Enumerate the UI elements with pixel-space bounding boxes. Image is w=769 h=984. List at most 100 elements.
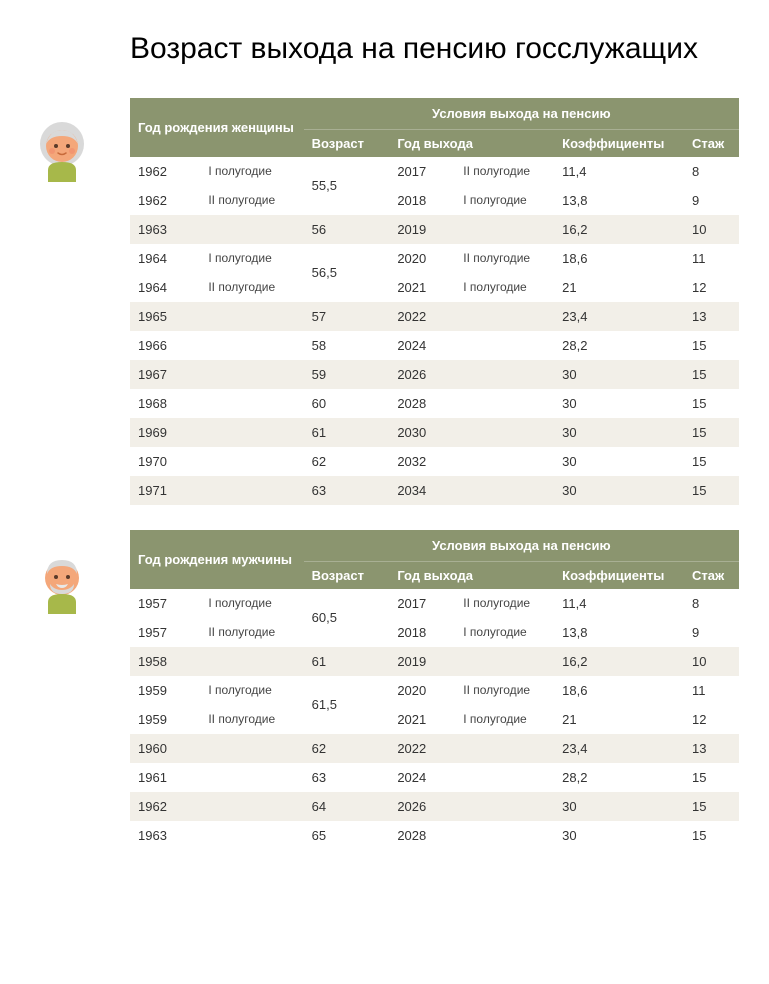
exit-year: 2018	[389, 186, 455, 215]
age-header: Возраст	[304, 129, 390, 157]
table-row: 19706220323015	[130, 447, 739, 476]
birth-half: I полугодие	[200, 244, 303, 273]
coefficient: 11,4	[554, 157, 684, 186]
birth-half: II полугодие	[200, 273, 303, 302]
women-table: Год рождения женщины Условия выхода на п…	[130, 98, 739, 505]
exit-year: 2028	[389, 389, 455, 418]
experience: 10	[684, 215, 739, 244]
experience: 12	[684, 705, 739, 734]
table-row: 196062202223,413	[130, 734, 739, 763]
retirement-age: 56,5	[304, 244, 390, 302]
table-row: 19675920263015	[130, 360, 739, 389]
experience: 15	[684, 792, 739, 821]
exit-half	[455, 792, 554, 821]
coefficient: 16,2	[554, 215, 684, 244]
coefficient: 23,4	[554, 734, 684, 763]
coefficient: 30	[554, 447, 684, 476]
birth-year: 1971	[130, 476, 200, 505]
birth-half	[200, 792, 303, 821]
exit-year: 2019	[389, 215, 455, 244]
birth-year: 1959	[130, 705, 200, 734]
retirement-age: 64	[304, 792, 390, 821]
experience: 9	[684, 186, 739, 215]
table-row: 19626420263015	[130, 792, 739, 821]
coefficient: 30	[554, 360, 684, 389]
coefficient: 23,4	[554, 302, 684, 331]
coefficient: 30	[554, 792, 684, 821]
exit-half: I полугодие	[455, 186, 554, 215]
birth-half	[200, 331, 303, 360]
exit-half	[455, 215, 554, 244]
experience: 10	[684, 647, 739, 676]
table-row: 1962II полугодие2018I полугодие13,89	[130, 186, 739, 215]
experience: 8	[684, 157, 739, 186]
birth-half	[200, 302, 303, 331]
coefficient: 30	[554, 389, 684, 418]
exit-year: 2018	[389, 618, 455, 647]
retirement-age: 62	[304, 734, 390, 763]
exit-year: 2024	[389, 331, 455, 360]
birth-half: II полугодие	[200, 186, 303, 215]
coefficient: 21	[554, 273, 684, 302]
exit-year: 2026	[389, 360, 455, 389]
coef-header: Коэффициенты	[554, 129, 684, 157]
exit-year: 2017	[389, 589, 455, 618]
birth-half: I полугодие	[200, 157, 303, 186]
retirement-age: 60,5	[304, 589, 390, 647]
exit-half: II полугодие	[455, 157, 554, 186]
coefficient: 18,6	[554, 676, 684, 705]
experience: 9	[684, 618, 739, 647]
birth-half	[200, 215, 303, 244]
birth-half	[200, 447, 303, 476]
birth-year: 1963	[130, 215, 200, 244]
coefficient: 21	[554, 705, 684, 734]
birth-half	[200, 734, 303, 763]
exit-half	[455, 821, 554, 850]
exit-year-header: Год выхода	[389, 561, 554, 589]
birth-year: 1966	[130, 331, 200, 360]
table-row: 1962I полугодие55,52017II полугодие11,48	[130, 157, 739, 186]
coefficient: 13,8	[554, 186, 684, 215]
birth-year: 1970	[130, 447, 200, 476]
birth-half	[200, 476, 303, 505]
table-row: 195861201916,210	[130, 647, 739, 676]
exit-year: 2034	[389, 476, 455, 505]
table-row: 196356201916,210	[130, 215, 739, 244]
exp-header: Стаж	[684, 561, 739, 589]
exit-half	[455, 418, 554, 447]
table-row: 196658202428,215	[130, 331, 739, 360]
retirement-age: 59	[304, 360, 390, 389]
retirement-age: 63	[304, 476, 390, 505]
birth-year: 1957	[130, 589, 200, 618]
experience: 13	[684, 734, 739, 763]
experience: 15	[684, 821, 739, 850]
exit-half	[455, 360, 554, 389]
exit-year: 2024	[389, 763, 455, 792]
retirement-age: 63	[304, 763, 390, 792]
birth-year: 1961	[130, 763, 200, 792]
retirement-age: 61	[304, 418, 390, 447]
birth-year: 1969	[130, 418, 200, 447]
coefficient: 13,8	[554, 618, 684, 647]
coefficient: 30	[554, 418, 684, 447]
experience: 15	[684, 389, 739, 418]
birth-year: 1964	[130, 273, 200, 302]
birth-half	[200, 821, 303, 850]
birth-year: 1963	[130, 821, 200, 850]
exit-half: I полугодие	[455, 618, 554, 647]
exit-half	[455, 331, 554, 360]
birth-half: I полугодие	[200, 676, 303, 705]
coefficient: 28,2	[554, 763, 684, 792]
birth-half	[200, 360, 303, 389]
birth-half: I полугодие	[200, 589, 303, 618]
coefficient: 11,4	[554, 589, 684, 618]
experience: 8	[684, 589, 739, 618]
retirement-age: 57	[304, 302, 390, 331]
coefficient: 30	[554, 821, 684, 850]
birth-half	[200, 763, 303, 792]
experience: 15	[684, 476, 739, 505]
birth-year: 1964	[130, 244, 200, 273]
experience: 15	[684, 763, 739, 792]
experience: 15	[684, 360, 739, 389]
exit-half	[455, 734, 554, 763]
